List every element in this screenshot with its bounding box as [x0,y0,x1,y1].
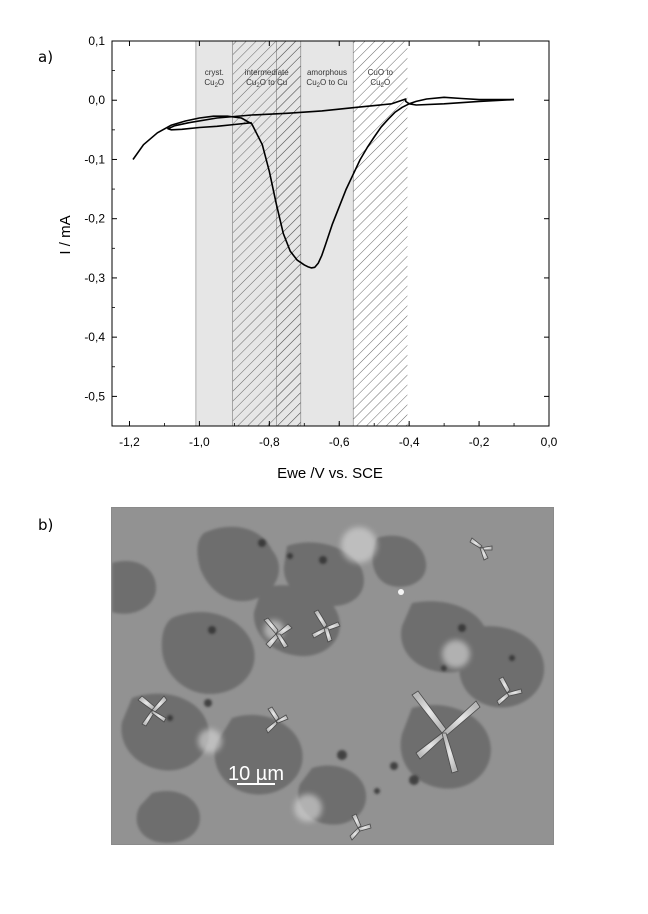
region-hatch [353,41,408,426]
series-layer [132,96,515,269]
region-0: cryst.Cu2O [195,41,233,426]
y-tick-label: -0,4 [84,330,105,344]
dark-spots [167,539,515,794]
x-tick-label: -0,8 [259,435,280,449]
x-tick-label: -1,2 [119,435,140,449]
y-tick-label: 0,0 [88,93,105,107]
region-2 [276,41,301,426]
y-axis-title: I / mA [57,215,74,254]
region-fill [195,41,233,426]
scale-bar-label: 10 µm [228,763,284,785]
light-patches [198,527,470,822]
sem-micrograph-drawing: 10 µm [112,508,553,844]
region-label: CuO to [368,68,394,77]
region-label: Cu2O to Cu [306,78,347,89]
region-label: intermediate [245,68,290,77]
region-label: amorphous [307,68,347,77]
bright-particle [398,589,404,595]
series-line-1 [167,98,515,131]
region-fill [300,41,354,426]
x-axis-title: Ewe /V vs. SCE [277,465,383,482]
region-label: Cu2O [204,78,224,89]
panel-label-b: b) [38,516,54,534]
region-label: Cu2O [370,78,390,89]
y-tick-label: 0,1 [88,34,105,48]
dark-dendrite-patches [112,526,545,843]
x-tick-label: -1,0 [189,435,210,449]
ticks-layer: -1,2 -1,0 -0,8 -0,6 -0,4 -0,2 0,0 0,1 0,0 -0,1 -0,… [84,34,557,449]
plot-frame [111,40,550,427]
x-tick-label: -0,2 [469,435,490,449]
x-tick-label: -0,6 [329,435,350,449]
x-tick-label: -0,4 [399,435,420,449]
y-tick-label: -0,1 [84,152,105,166]
region-label: Cu2O to Cu [246,78,287,89]
region-hatch [276,41,301,426]
sem-micrograph: 10 µm [111,507,554,845]
y-tick-label: -0,5 [84,389,105,403]
y-tick-label: -0,2 [84,212,105,226]
scale-bar: 10 µm [228,763,284,785]
x-tick-label: 0,0 [541,435,558,449]
panel-label-a: a) [38,48,54,66]
region-label: cryst. [205,68,224,77]
crystal-flakes [137,537,523,841]
y-tick-label: -0,3 [84,271,105,285]
